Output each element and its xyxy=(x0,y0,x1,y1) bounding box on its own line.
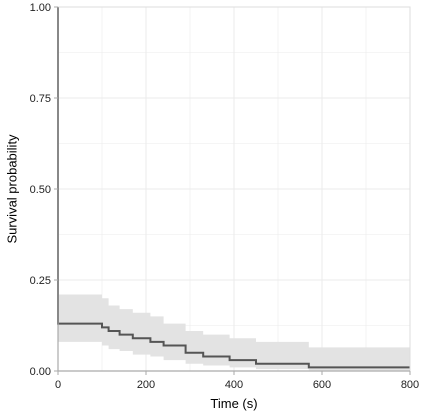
y-axis-title: Survival probability xyxy=(5,134,20,244)
y-axis-ticks: 0.00 0.25 0.50 0.75 1.00 xyxy=(30,2,58,378)
y-tick-label: 0.00 xyxy=(30,366,51,378)
x-tick-label: 600 xyxy=(313,379,331,391)
x-axis-title: Time (s) xyxy=(210,396,257,411)
x-tick-label: 800 xyxy=(401,379,419,391)
confidence-band xyxy=(58,7,410,371)
x-tick-label: 200 xyxy=(137,379,155,391)
survival-curve xyxy=(57,7,410,369)
y-tick-label: 1.00 xyxy=(30,2,51,14)
y-tick-label: 0.50 xyxy=(30,184,51,196)
survival-curve-layer xyxy=(57,7,410,369)
y-tick-label: 0.25 xyxy=(30,275,51,287)
x-tick-label: 0 xyxy=(55,379,61,391)
x-tick-label: 400 xyxy=(225,379,243,391)
y-tick-label: 0.75 xyxy=(30,93,51,105)
confidence-band-layer xyxy=(58,7,410,371)
x-axis-ticks: 0 200 400 600 800 xyxy=(55,371,419,391)
